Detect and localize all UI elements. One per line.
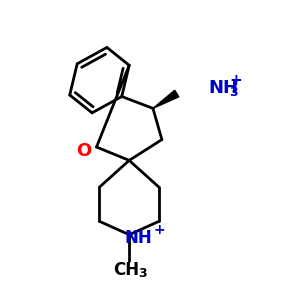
Text: +: +	[230, 73, 242, 88]
Text: NH: NH	[124, 229, 152, 247]
Text: CH: CH	[113, 261, 139, 279]
Text: +: +	[153, 223, 165, 237]
Text: 3: 3	[230, 85, 238, 98]
Text: O: O	[76, 142, 92, 160]
Text: NH: NH	[208, 79, 238, 97]
Polygon shape	[153, 90, 179, 108]
Text: 3: 3	[139, 267, 147, 280]
